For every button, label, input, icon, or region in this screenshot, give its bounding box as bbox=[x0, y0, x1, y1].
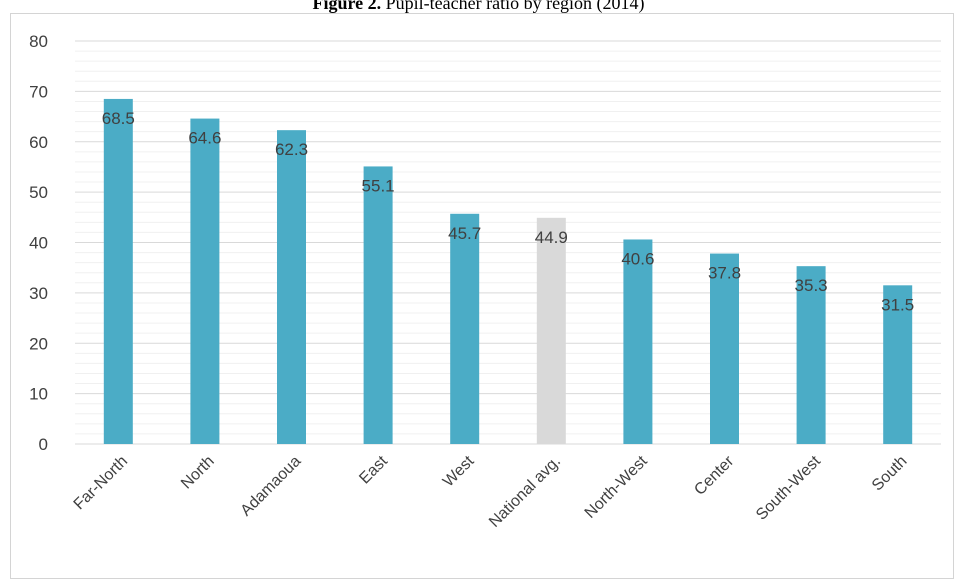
bar-center bbox=[710, 253, 739, 444]
y-tick-label: 40 bbox=[29, 234, 48, 253]
data-label: 68.5 bbox=[102, 109, 135, 128]
y-tick-label: 0 bbox=[39, 435, 48, 454]
bar-far-north bbox=[103, 98, 133, 445]
bar-south bbox=[883, 285, 913, 444]
x-category-label: South bbox=[869, 453, 911, 495]
x-category-label: North-West bbox=[582, 452, 651, 521]
data-labels: 68.5 64.6 62.3 55.1 45.7 44.9 40.6 37.8 35.3 31.5 bbox=[102, 109, 914, 314]
figure-caption: Pupil-teacher ratio by region (2014) bbox=[381, 0, 645, 13]
y-tick-label: 80 bbox=[29, 32, 48, 51]
x-category-label: Adamaoua bbox=[238, 453, 305, 520]
y-tick-label: 10 bbox=[29, 385, 48, 404]
bar-east bbox=[363, 166, 393, 444]
x-category-label: West bbox=[440, 452, 478, 490]
data-label: 55.1 bbox=[362, 176, 395, 195]
data-label: 44.9 bbox=[535, 228, 568, 247]
data-label: 31.5 bbox=[881, 295, 914, 314]
y-tick-label: 60 bbox=[29, 133, 48, 152]
chart-frame bbox=[10, 13, 954, 579]
y-tick-label: 30 bbox=[29, 284, 48, 303]
bar-south-west bbox=[796, 266, 826, 444]
data-label: 37.8 bbox=[708, 264, 741, 283]
bar-north-west bbox=[623, 239, 653, 444]
figure-title: Figure 2. Pupil-teacher ratio by region … bbox=[0, 0, 957, 14]
bar-west bbox=[450, 213, 480, 444]
x-category-label: Far-North bbox=[71, 453, 131, 513]
y-tick-label: 50 bbox=[29, 183, 48, 202]
data-label: 35.3 bbox=[795, 276, 828, 295]
x-axis-categories: Far-North North Adamaoua East West National a… bbox=[71, 452, 911, 531]
data-label: 45.7 bbox=[448, 224, 481, 243]
x-category-label: South-West bbox=[753, 452, 824, 523]
x-category-label: North bbox=[178, 453, 218, 493]
bar-national-avg bbox=[536, 217, 566, 444]
y-axis-ticks: 0 10 20 30 40 50 60 70 80 bbox=[29, 32, 48, 454]
x-category-label: National avg. bbox=[486, 453, 564, 531]
bar-north bbox=[190, 118, 220, 444]
y-tick-label: 20 bbox=[29, 334, 48, 353]
data-label: 62.3 bbox=[275, 140, 308, 159]
data-label: 40.6 bbox=[621, 249, 654, 268]
data-label: 64.6 bbox=[188, 129, 221, 148]
bar-adamaoua bbox=[277, 130, 306, 444]
x-category-label: East bbox=[356, 452, 391, 487]
bars bbox=[103, 98, 913, 445]
y-tick-label: 70 bbox=[29, 82, 48, 101]
x-category-label: Center bbox=[691, 452, 737, 498]
figure-number: Figure 2. bbox=[312, 0, 382, 13]
